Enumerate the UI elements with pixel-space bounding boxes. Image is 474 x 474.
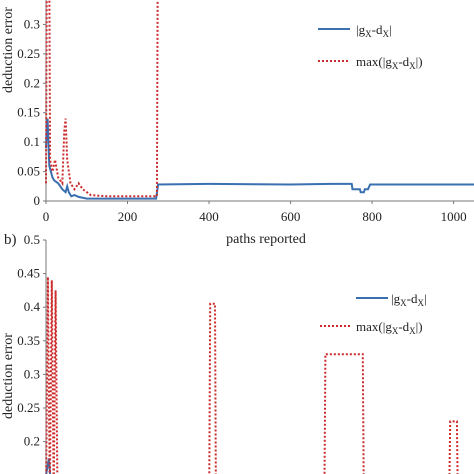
panel-b-legend-label-abs: |gX-dX| (391, 291, 427, 308)
panel-b-y-tick-label: 0.3 (24, 366, 40, 381)
panel-a-y-tick-label: 0.15 (17, 105, 40, 120)
panel-a-x-tick-label: 400 (199, 209, 219, 224)
panel-a-y-tick-label: 0.3 (24, 16, 40, 31)
panel-a-legend-label-max: max(|gX-dX|) (356, 54, 423, 71)
panel-b-series (45, 276, 459, 474)
panel-b-chart: b) 0.5 0.45 0.4 0.35 0.3 0.25 0.2 deduction er… (1, 232, 459, 474)
panel-a-legend-max-mid: -d (398, 54, 409, 69)
panel-b-y-tick-label: 0.2 (24, 434, 40, 449)
panel-a-x-tick-label: 600 (281, 209, 301, 224)
panel-a-legend-label-abs: |gX-dX| (356, 22, 392, 39)
panel-a-legend-max-sub1: X (392, 61, 399, 71)
panel-a-y-tick-label: 0 (34, 193, 41, 208)
panel-b-legend-max-mid: -d (398, 319, 409, 334)
panel-a-legend-max-sub2: X (409, 61, 416, 71)
panel-a-series-abs-line (45, 118, 474, 200)
panel-b-legend-max-sub2: X (409, 326, 416, 336)
panel-b-legend-abs-tail: | (424, 291, 427, 306)
panel-a-y-tick-label: 0.05 (17, 164, 40, 179)
panel-b-legend-abs-main: |g (391, 291, 401, 306)
panel-a-x-tick-label: 800 (362, 209, 382, 224)
panel-a-x-axis-label: paths reported (226, 232, 306, 247)
panel-a-legend-abs-mid: -d (372, 22, 383, 37)
panel-a-legend-max-main: max(|g (356, 54, 392, 69)
panel-a-y-tick-label: 0.25 (17, 46, 40, 61)
panel-b-y-tick-label: 0.25 (17, 400, 40, 415)
panel-b-y-axis-label: deduction error (1, 333, 16, 419)
panel-b-legend-abs-sub1: X (400, 298, 407, 308)
panel-a-chart: 0 0.05 0.1 0.15 0.2 0.25 0.3 0 200 400 600 800 1000… (1, 0, 474, 247)
panel-a-legend-abs-main: |g (356, 22, 366, 37)
panel-a-x-tick-label: 0 (43, 209, 50, 224)
panel-a-y-ticks: 0 0.05 0.1 0.15 0.2 0.25 0.3 (17, 16, 46, 208)
panel-b-legend-max-sub1: X (392, 326, 399, 336)
panel-b-legend-label-max: max(|gX-dX|) (356, 319, 423, 336)
panel-a-x-ticks: 0 200 400 600 800 1000 (43, 201, 467, 224)
panel-b-y-tick-label: 0.45 (17, 266, 40, 281)
panel-a-legend-max-tail: |) (416, 54, 423, 69)
panel-b-label: b) (4, 232, 17, 248)
panel-a-x-tick-label: 200 (118, 209, 138, 224)
panel-b-legend-max-tail: |) (416, 319, 423, 334)
panel-a-series-max-line (45, 0, 159, 198)
panel-a-y-axis-label: deduction error (1, 7, 16, 93)
panel-b-legend-abs-sub2: X (417, 298, 424, 308)
panel-a-y-tick-label: 0.2 (24, 75, 40, 90)
panel-b-legend-max-main: max(|g (356, 319, 392, 334)
panel-b-legend: |gX-dX| max(|gX-dX|) (320, 291, 427, 336)
panel-b-series-max-line (45, 276, 459, 474)
panel-a-series (45, 0, 474, 200)
panel-a-legend-abs-sub1: X (365, 29, 372, 39)
panel-b-legend-abs-mid: -d (407, 291, 418, 306)
panel-b-y-tick-label: 0.35 (17, 333, 40, 348)
panel-b-y-tick-label: 0.5 (24, 232, 40, 247)
panel-a-legend: |gX-dX| max(|gX-dX|) (318, 22, 423, 71)
panel-b-y-tick-label: 0.4 (24, 299, 41, 314)
panel-a-x-tick-label: 1000 (441, 209, 467, 224)
panel-a-axes (45, 0, 474, 202)
panel-b-y-ticks: 0.5 0.45 0.4 0.35 0.3 0.25 0.2 (17, 232, 46, 449)
panel-a-legend-abs-sub2: X (382, 29, 389, 39)
panel-a-legend-abs-tail: | (389, 22, 392, 37)
panel-a-y-tick-label: 0.1 (24, 134, 40, 149)
